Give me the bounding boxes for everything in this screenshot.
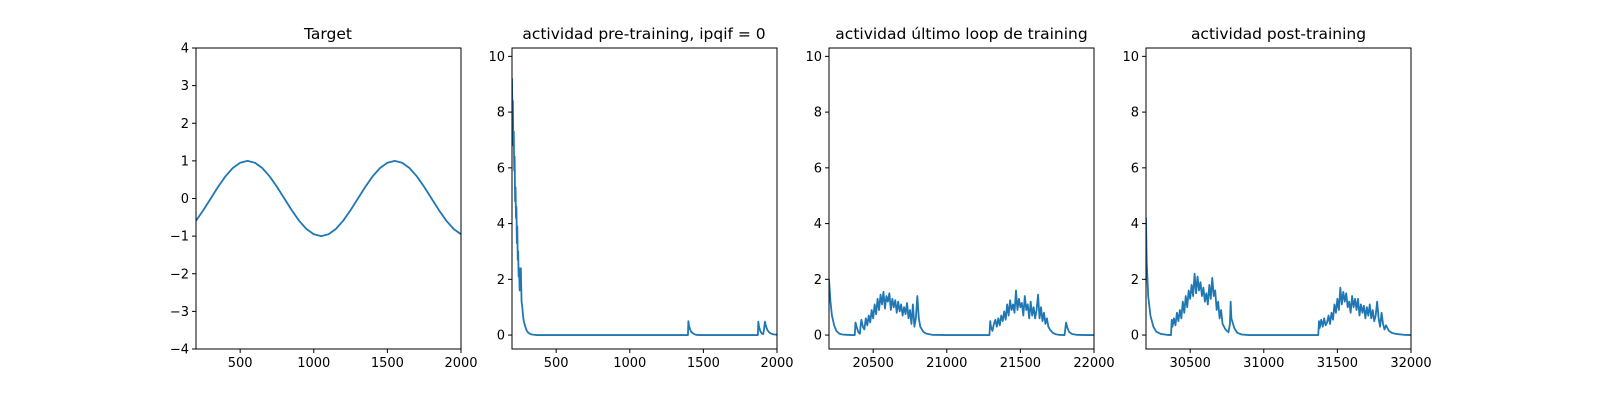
x-tick-label: 31000: [1243, 356, 1284, 371]
y-tick-label: 6: [1131, 161, 1139, 176]
x-tick-label: 500: [544, 356, 569, 371]
panel-title-target: Target: [303, 25, 352, 43]
series-line-pre-training: [512, 77, 777, 336]
panel-last-training-loop: actividad último loop de training 20500 2…: [805, 25, 1114, 371]
series-line-post-training: [1146, 217, 1411, 336]
y-tick-label: 6: [814, 161, 822, 176]
panel-target: Target 500 1000 1500 2000 −4 −3 −2 −1 0 1 2 3 4: [170, 25, 478, 371]
axes-frame-last-training-loop: [828, 47, 1095, 350]
y-tick-label: 0: [497, 329, 505, 344]
series-line-last-training-loop: [829, 278, 1094, 336]
y-tick-label: 3: [181, 79, 189, 94]
x-tick-label: 1000: [613, 356, 646, 371]
y-tick-label: 0: [1131, 329, 1139, 344]
y-tick-label: 4: [1131, 217, 1139, 232]
panel-pre-training: actividad pre-training, ipqif = 0 500 100…: [488, 25, 793, 371]
y-tick-label: 0: [181, 192, 189, 207]
y-tick-label: 4: [497, 217, 505, 232]
panel-post-training: actividad post-training 30500 31000 31500 3…: [1122, 25, 1431, 371]
x-tick-label: 2000: [760, 356, 793, 371]
y-tick-label: 1: [181, 154, 189, 169]
panel-title-last-training-loop: actividad último loop de training: [835, 25, 1087, 43]
x-tick-label: 1000: [297, 356, 330, 371]
panel-title-pre-training: actividad pre-training, ipqif = 0: [522, 25, 765, 43]
y-tick-label: 0: [814, 329, 822, 344]
series-line-target: [196, 159, 461, 238]
x-tick-label: 20500: [852, 356, 893, 371]
y-tick-label: −2: [170, 267, 189, 282]
y-tick-label: −1: [170, 230, 189, 245]
x-tick-label: 1500: [371, 356, 404, 371]
x-tick-label: 2000: [444, 356, 477, 371]
x-tick-label: 32000: [1390, 356, 1431, 371]
y-tick-label: 10: [805, 50, 822, 65]
y-tick-label: −4: [170, 343, 189, 358]
x-tick-label: 500: [228, 356, 253, 371]
x-tick-label: 1500: [687, 356, 720, 371]
y-tick-label: 8: [1131, 106, 1139, 121]
x-tick-label: 21000: [926, 356, 967, 371]
y-tick-label: 10: [488, 50, 505, 65]
y-tick-label: 2: [181, 117, 189, 132]
x-tick-label: 31500: [1317, 356, 1358, 371]
x-tick-label: 22000: [1073, 356, 1114, 371]
y-tick-label: 8: [814, 106, 822, 121]
y-tick-label: 8: [497, 106, 505, 121]
y-tick-label: −3: [170, 305, 189, 320]
y-tick-label: 6: [497, 161, 505, 176]
y-tick-label: 10: [1122, 50, 1139, 65]
y-tick-label: 2: [497, 273, 505, 288]
x-tick-label: 30500: [1169, 356, 1210, 371]
y-tick-label: 2: [1131, 273, 1139, 288]
panel-title-post-training: actividad post-training: [1191, 25, 1366, 43]
y-tick-label: 2: [814, 273, 822, 288]
x-tick-label: 21500: [1000, 356, 1041, 371]
axes-frame-post-training: [1145, 47, 1412, 350]
axes-frame-pre-training: [511, 47, 778, 350]
y-tick-label: 4: [181, 42, 189, 57]
y-tick-label: 4: [814, 217, 822, 232]
